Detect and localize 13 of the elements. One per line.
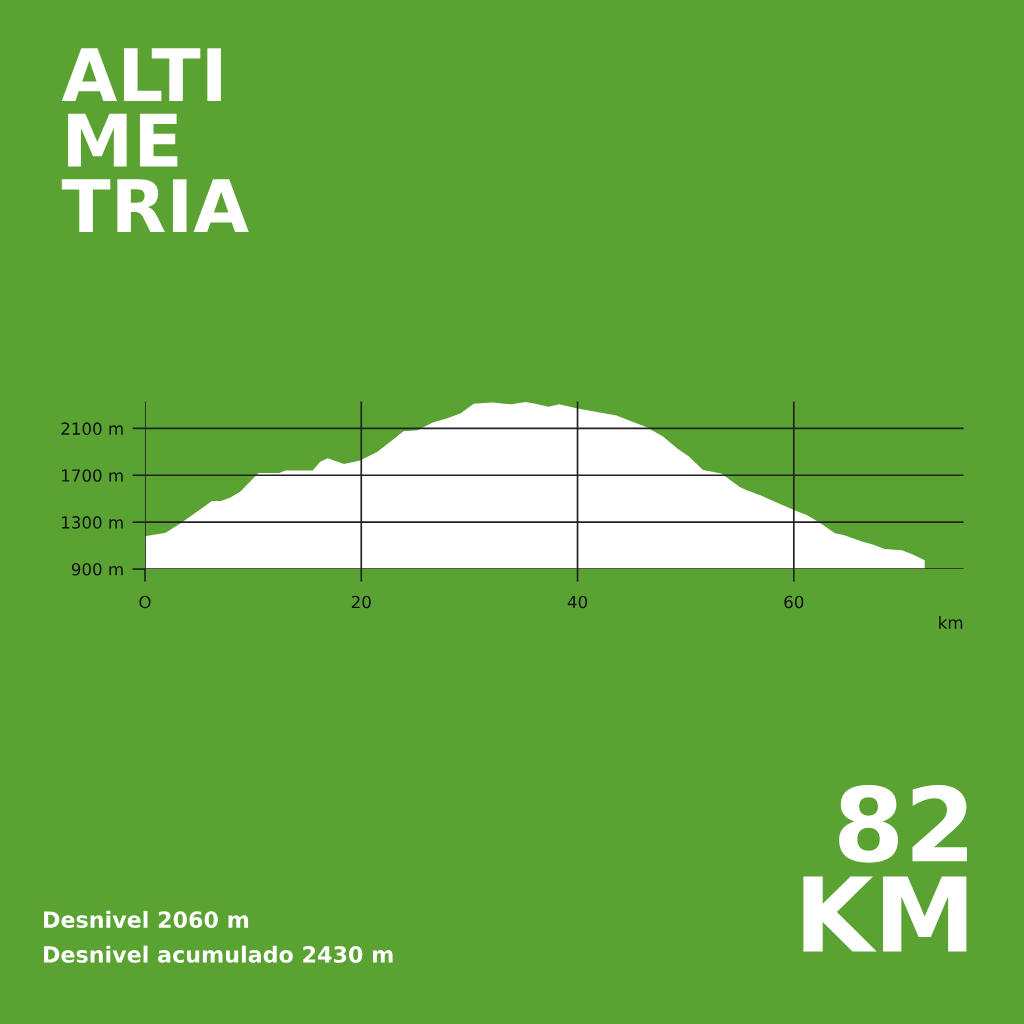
y-tick-label: 1300 m — [62, 516, 123, 529]
x-tick-label: 60 — [784, 595, 804, 609]
x-axis-title: km — [939, 615, 963, 629]
x-tick-label: O — [139, 595, 151, 609]
y-tick-label: 1700 m — [62, 469, 123, 482]
text: Desnivel 2060 m — [44, 910, 249, 929]
chart-title: ALTI ME TRIA — [61, 48, 249, 232]
x-tick-label: 20 — [351, 595, 371, 609]
text: 82 KM — [803, 785, 967, 952]
y-tick-label: 900 m — [71, 563, 123, 576]
y-tick-label: 2100 m — [61, 422, 123, 435]
text: Desnivel acumulado 2430 m — [44, 945, 393, 963]
x-tick-label: 40 — [567, 595, 588, 609]
